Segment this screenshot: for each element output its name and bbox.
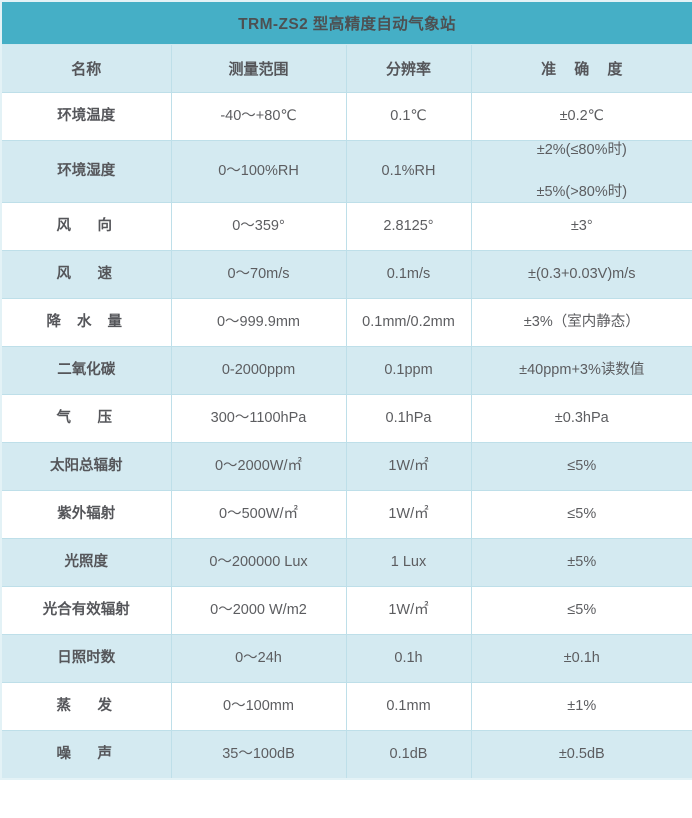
cell-resolution: 1W/㎡ — [345, 442, 472, 492]
table-row: 噪 声 35～100dB 0.1dB ±0.5dB — [0, 730, 692, 781]
cell-accuracy-line-2: ±5%(>80%时) — [536, 183, 628, 200]
cell-accuracy: ±40ppm+3%读数值 — [470, 346, 692, 396]
cell-resolution: 0.1dB — [345, 730, 472, 781]
table-row: 太阳总辐射 0～2000W/㎡ 1W/㎡ ≤5% — [0, 442, 692, 492]
cell-accuracy: ±1% — [470, 682, 692, 732]
cell-accuracy: ±0.1h — [470, 634, 692, 684]
column-header-accuracy: 准 确 度 — [470, 44, 692, 93]
cell-accuracy: ±2%(≤80%时) ±5%(>80%时) — [470, 139, 692, 204]
cell-accuracy: ±0.2℃ — [470, 92, 692, 141]
cell-measurement-range: 0～359° — [170, 202, 347, 252]
table-row: 蒸 发 0～100mm 0.1mm ±1% — [0, 682, 692, 732]
cell-resolution: 0.1m/s — [345, 250, 472, 300]
cell-resolution: 0.1mm/0.2mm — [345, 298, 472, 348]
cell-measurement-range: 0～999.9mm — [170, 298, 347, 348]
cell-parameter-name: 光照度 — [0, 538, 172, 588]
column-header-resolution-label: 分辨率 — [385, 61, 431, 78]
table-head: TRM-ZS2 型高精度自动气象站 名称 测量范围 分辨率 准 确 度 — [0, 0, 692, 93]
column-header-resolution: 分辨率 — [345, 44, 472, 93]
column-header-name-label: 名称 — [71, 61, 102, 78]
cell-accuracy: ±(0.3+0.03V)m/s — [470, 250, 692, 300]
cell-accuracy: ≤5% — [470, 442, 692, 492]
cell-parameter-name: 降 水 量 — [0, 298, 172, 348]
cell-accuracy: ±3° — [470, 202, 692, 252]
table-row: 风 向 0～359° 2.8125° ±3° — [0, 202, 692, 252]
cell-resolution: 2.8125° — [345, 202, 472, 252]
cell-measurement-range: 0～70m/s — [170, 250, 347, 300]
table-row: 风 速 0～70m/s 0.1m/s ±(0.3+0.03V)m/s — [0, 250, 692, 300]
table-title-cell: TRM-ZS2 型高精度自动气象站 — [0, 0, 692, 45]
column-header-accuracy-label: 准 确 度 — [541, 61, 630, 78]
column-header-range: 测量范围 — [170, 44, 347, 93]
cell-measurement-range: 0-2000ppm — [170, 346, 347, 396]
cell-resolution: 1W/㎡ — [345, 586, 472, 636]
cell-parameter-name: 噪 声 — [0, 730, 172, 781]
cell-parameter-name: 紫外辐射 — [0, 490, 172, 540]
cell-measurement-range: 0～2000 W/m2 — [170, 586, 347, 636]
cell-resolution: 0.1%RH — [345, 139, 472, 204]
cell-accuracy: ±0.5dB — [470, 730, 692, 781]
cell-parameter-name: 日照时数 — [0, 634, 172, 684]
table-title-row: TRM-ZS2 型高精度自动气象站 — [0, 0, 692, 45]
column-header-range-label: 测量范围 — [228, 61, 289, 78]
cell-accuracy-line-1: ±2%(≤80%时) — [536, 142, 627, 158]
cell-measurement-range: 0～2000W/㎡ — [170, 442, 347, 492]
cell-measurement-range: 0～200000 Lux — [170, 538, 347, 588]
cell-measurement-range: 35～100dB — [170, 730, 347, 781]
table-body: 环境温度 -40～+80℃ 0.1℃ ±0.2℃ 环境湿度 0～100%RH 0.1%RH ±… — [0, 92, 692, 781]
column-header-name: 名称 — [0, 44, 172, 93]
table-row: 光照度 0～200000 Lux 1 Lux ±5% — [0, 538, 692, 588]
cell-accuracy: ≤5% — [470, 490, 692, 540]
cell-measurement-range: 0～100mm — [170, 682, 347, 732]
cell-resolution: 0.1ppm — [345, 346, 472, 396]
cell-accuracy: ±3%（室内静态） — [470, 298, 692, 348]
specification-table: TRM-ZS2 型高精度自动气象站 名称 测量范围 分辨率 准 确 度 环境温度… — [0, 0, 692, 781]
table-row: 光合有效辐射 0～2000 W/m2 1W/㎡ ≤5% — [0, 586, 692, 636]
cell-resolution: 0.1℃ — [345, 92, 472, 141]
cell-parameter-name: 二氧化碳 — [0, 346, 172, 396]
cell-measurement-range: 300～1100hPa — [170, 394, 347, 444]
page-title: TRM-ZS2 型高精度自动气象站 — [238, 16, 456, 33]
cell-parameter-name: 蒸 发 — [0, 682, 172, 732]
cell-measurement-range: 0～100%RH — [170, 139, 347, 204]
cell-resolution: 0.1h — [345, 634, 472, 684]
cell-accuracy: ≤5% — [470, 586, 692, 636]
cell-parameter-name: 光合有效辐射 — [0, 586, 172, 636]
table-row: 日照时数 0～24h 0.1h ±0.1h — [0, 634, 692, 684]
cell-parameter-name: 环境湿度 — [0, 139, 172, 204]
cell-parameter-name: 气 压 — [0, 394, 172, 444]
cell-parameter-name: 风 速 — [0, 250, 172, 300]
table-row: 气 压 300～1100hPa 0.1hPa ±0.3hPa — [0, 394, 692, 444]
table-row: 紫外辐射 0～500W/㎡ 1W/㎡ ≤5% — [0, 490, 692, 540]
cell-measurement-range: -40～+80℃ — [170, 92, 347, 141]
cell-measurement-range: 0～500W/㎡ — [170, 490, 347, 540]
table-row: 降 水 量 0～999.9mm 0.1mm/0.2mm ±3%（室内静态） — [0, 298, 692, 348]
cell-accuracy: ±0.3hPa — [470, 394, 692, 444]
cell-resolution: 1 Lux — [345, 538, 472, 588]
cell-parameter-name: 环境温度 — [0, 92, 172, 141]
cell-measurement-range: 0～24h — [170, 634, 347, 684]
column-header-row: 名称 测量范围 分辨率 准 确 度 — [0, 44, 692, 93]
cell-resolution: 0.1mm — [345, 682, 472, 732]
table-row: 环境湿度 0～100%RH 0.1%RH ±2%(≤80%时) ±5%(>80%时) — [0, 139, 692, 204]
cell-parameter-name: 太阳总辐射 — [0, 442, 172, 492]
cell-parameter-name: 风 向 — [0, 202, 172, 252]
table-row: 环境温度 -40～+80℃ 0.1℃ ±0.2℃ — [0, 92, 692, 141]
cell-resolution: 0.1hPa — [345, 394, 472, 444]
cell-accuracy: ±5% — [470, 538, 692, 588]
cell-resolution: 1W/㎡ — [345, 490, 472, 540]
table-row: 二氧化碳 0-2000ppm 0.1ppm ±40ppm+3%读数值 — [0, 346, 692, 396]
